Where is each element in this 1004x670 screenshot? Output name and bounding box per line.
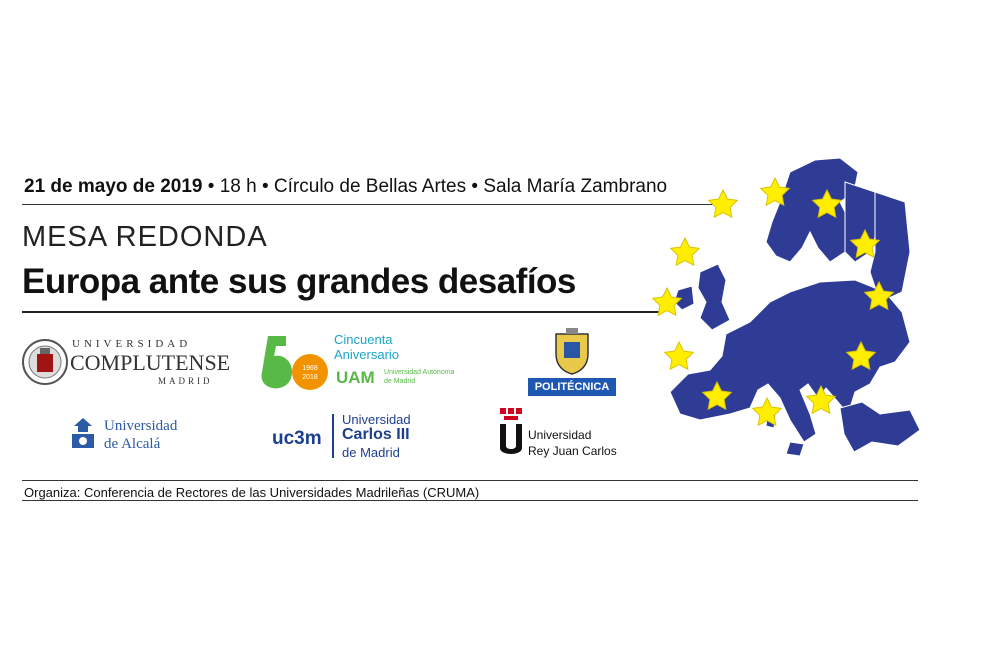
eu-star-icon (845, 340, 877, 371)
eu-star-icon (701, 380, 733, 411)
upm-shield-icon (555, 328, 589, 375)
event-venue: Círculo de Bellas Artes (273, 176, 467, 197)
ucm-line3: MADRID (158, 376, 213, 386)
uam-logo: 1968 2018 Cincuenta Aniversario UAM Univ… (260, 332, 480, 392)
uam-50-icon: 1968 2018 (261, 336, 328, 390)
ucm-logo: UNIVERSIDAD COMPLUTENSE MADRID (22, 336, 230, 390)
urjc-u-icon (500, 408, 522, 454)
uam-line2: Aniversario (334, 347, 400, 362)
eu-star-icon (759, 176, 791, 207)
uam-sub1: Universidad Autónoma (384, 369, 455, 376)
separator: • (466, 176, 484, 197)
uah-line2: de Alcalá (104, 436, 161, 452)
eu-star-icon (707, 188, 739, 219)
uc3m-line3: de Madrid (342, 445, 400, 460)
uam-sub2: de Madrid (384, 378, 416, 385)
uc3m-logo: uc3m Universidad Carlos III de Madrid (272, 412, 432, 462)
uam-year-start: 1968 (302, 365, 318, 372)
ucm-seal-icon (22, 339, 68, 385)
kicker-title: MESA REDONDA (22, 221, 268, 253)
uah-logo: Universidad de Alcalá (66, 416, 206, 456)
divider-organizer-top (22, 480, 918, 481)
eu-star-icon (863, 280, 895, 311)
eu-star-icon (751, 396, 783, 427)
uah-line1: Universidad (104, 418, 178, 434)
page-title: Europa ante sus grandes desafíos (22, 262, 576, 301)
europe-map-icon (669, 157, 921, 457)
uah-emblem-icon (72, 418, 94, 448)
divider-organizer-bottom (22, 500, 918, 501)
eu-star-icon (811, 188, 843, 219)
upm-label: POLITÉCNICA (528, 378, 616, 396)
organizer-text: Organiza: Conferencia de Rectores de las… (24, 485, 480, 500)
uam-name: UAM (336, 368, 375, 387)
uc3m-divider (332, 414, 334, 458)
ucm-line2: COMPLUTENSE (70, 350, 231, 375)
event-details-line: 21 de mayo de 2019 • 18 h • Círculo de B… (24, 176, 667, 198)
separator: • (256, 176, 274, 197)
eu-star-icon (651, 286, 683, 317)
eu-stars (651, 176, 895, 427)
event-time: 18 h (219, 176, 257, 197)
uc3m-line1: Universidad (342, 412, 411, 427)
europe-map-illustration (651, 157, 921, 457)
divider-top (22, 204, 720, 205)
upm-logo: POLITÉCNICA (528, 328, 616, 398)
uam-year-end: 2018 (302, 374, 318, 381)
urjc-logo: Universidad Rey Juan Carlos (498, 408, 638, 462)
eu-star-icon (669, 236, 701, 267)
urjc-line1: Universidad (528, 428, 592, 442)
uam-line1: Cincuenta (334, 332, 393, 347)
eu-star-icon (805, 384, 837, 415)
separator: • (202, 176, 220, 197)
uc3m-short: uc3m (272, 428, 322, 449)
urjc-line2: Rey Juan Carlos (528, 444, 617, 458)
divider-mid (22, 311, 662, 313)
eu-star-icon (849, 228, 881, 259)
event-room: Sala María Zambrano (483, 176, 668, 197)
ucm-line1: UNIVERSIDAD (72, 338, 192, 350)
event-date: 21 de mayo de 2019 (24, 176, 203, 197)
eu-star-icon (663, 340, 695, 371)
uc3m-line2: Carlos III (342, 426, 410, 443)
